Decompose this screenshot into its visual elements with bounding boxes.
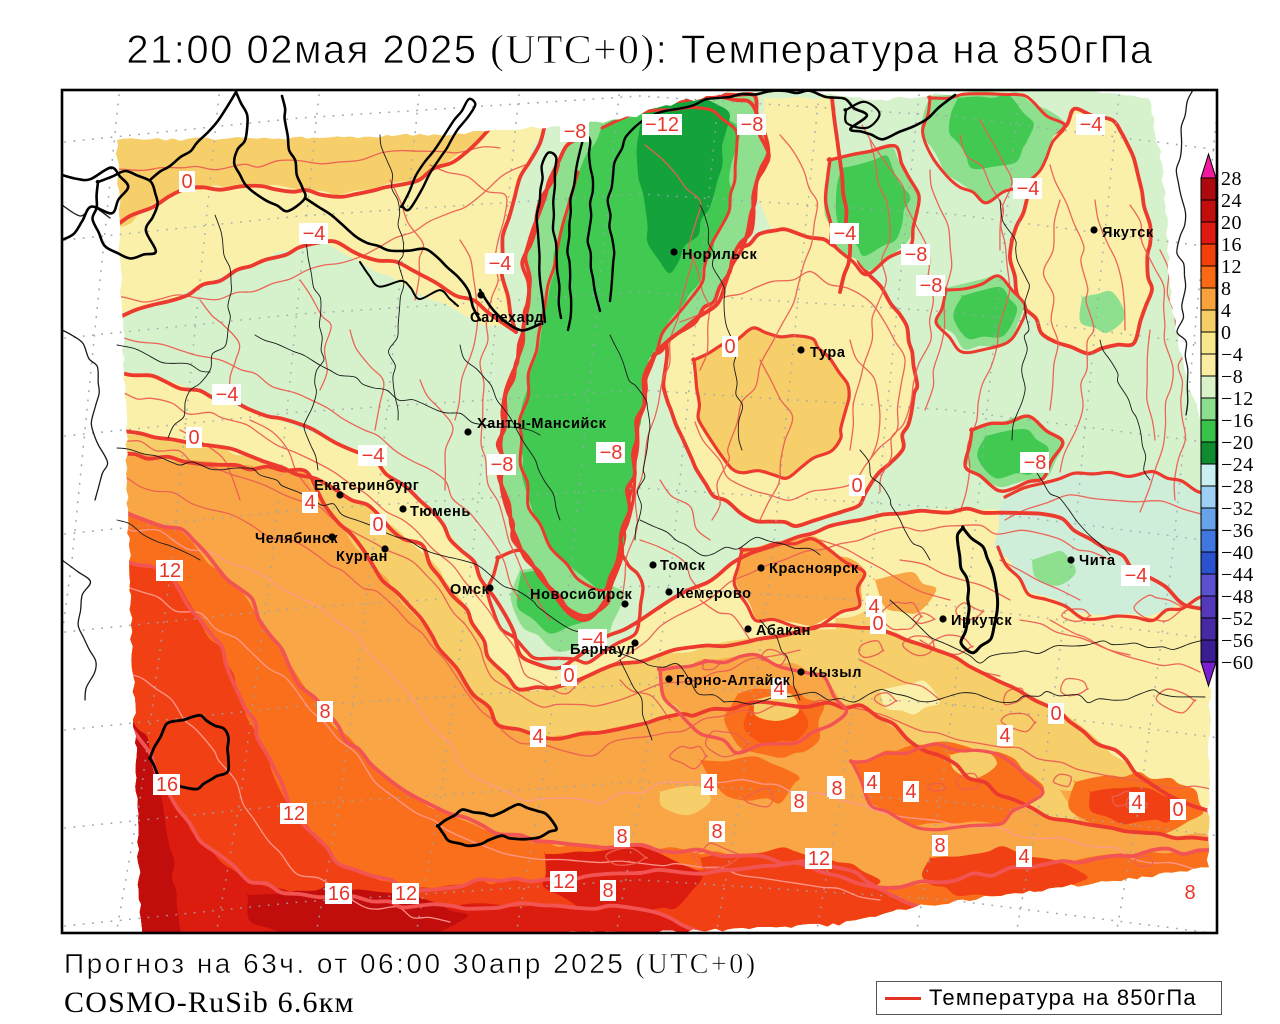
svg-text:16: 16 bbox=[1221, 234, 1242, 256]
svg-text:12: 12 bbox=[553, 871, 575, 893]
svg-text:0: 0 bbox=[372, 514, 383, 536]
svg-text:0: 0 bbox=[188, 427, 199, 449]
svg-text:0: 0 bbox=[1221, 322, 1232, 344]
svg-text:0: 0 bbox=[181, 171, 192, 193]
svg-text:−4: −4 bbox=[1017, 178, 1040, 200]
svg-text:−24: −24 bbox=[1221, 454, 1254, 476]
svg-text:4: 4 bbox=[773, 678, 784, 700]
svg-text:0: 0 bbox=[724, 336, 735, 358]
svg-text:Салехард: Салехард bbox=[470, 310, 544, 326]
svg-text:28: 28 bbox=[1221, 168, 1242, 190]
svg-text:4: 4 bbox=[868, 596, 879, 618]
svg-text:Томск: Томск bbox=[660, 558, 706, 574]
svg-text:−56: −56 bbox=[1221, 630, 1254, 652]
svg-text:Красноярск: Красноярск bbox=[769, 561, 859, 577]
svg-text:4: 4 bbox=[703, 774, 714, 796]
svg-text:8: 8 bbox=[1184, 882, 1195, 904]
svg-text:−60: −60 bbox=[1221, 652, 1254, 674]
svg-text:−36: −36 bbox=[1221, 520, 1254, 542]
svg-text:−4: −4 bbox=[489, 253, 512, 275]
svg-text:−4: −4 bbox=[362, 445, 385, 467]
svg-text:−8: −8 bbox=[491, 454, 514, 476]
svg-text:Абакан: Абакан bbox=[756, 623, 811, 639]
svg-text:12: 12 bbox=[1221, 256, 1242, 278]
svg-text:4: 4 bbox=[866, 772, 877, 794]
svg-text:8: 8 bbox=[793, 791, 804, 813]
svg-text:12: 12 bbox=[159, 560, 181, 582]
svg-text:4: 4 bbox=[1018, 846, 1029, 868]
svg-text:−8: −8 bbox=[905, 244, 928, 266]
svg-text:8: 8 bbox=[602, 880, 613, 902]
svg-text:8: 8 bbox=[1221, 278, 1232, 300]
svg-text:−28: −28 bbox=[1221, 476, 1254, 498]
svg-text:4: 4 bbox=[1221, 300, 1232, 322]
svg-text:Ханты-Мансийск: Ханты-Мансийск bbox=[477, 416, 607, 432]
svg-text:0: 0 bbox=[872, 613, 883, 635]
svg-text:−16: −16 bbox=[1221, 410, 1254, 432]
svg-text:−8: −8 bbox=[920, 275, 943, 297]
svg-text:4: 4 bbox=[532, 726, 543, 748]
svg-text:−48: −48 bbox=[1221, 586, 1254, 608]
svg-text:Новосибирск: Новосибирск bbox=[530, 587, 632, 603]
svg-text:Тюмень: Тюмень bbox=[410, 504, 471, 520]
svg-text:Курган: Курган bbox=[336, 549, 388, 565]
svg-text:Екатеринбург: Екатеринбург bbox=[314, 478, 419, 494]
svg-text:Горно-Алтайск: Горно-Алтайск bbox=[676, 673, 791, 689]
svg-text:4: 4 bbox=[304, 492, 315, 514]
svg-text:−8: −8 bbox=[741, 114, 764, 136]
svg-text:0: 0 bbox=[1050, 703, 1061, 725]
svg-text:4: 4 bbox=[999, 725, 1010, 747]
svg-text:Барнаул: Барнаул bbox=[570, 642, 635, 658]
svg-text:−8: −8 bbox=[1024, 452, 1047, 474]
svg-text:0: 0 bbox=[851, 475, 862, 497]
svg-text:Иркутск: Иркутск bbox=[951, 613, 1012, 629]
svg-text:−52: −52 bbox=[1221, 608, 1254, 630]
svg-text:0: 0 bbox=[1172, 799, 1183, 821]
svg-text:16: 16 bbox=[328, 883, 350, 905]
svg-text:12: 12 bbox=[283, 803, 305, 825]
svg-text:8: 8 bbox=[934, 835, 945, 857]
svg-text:12: 12 bbox=[395, 883, 417, 905]
svg-text:−12: −12 bbox=[645, 114, 679, 136]
svg-text:−4: −4 bbox=[216, 384, 239, 406]
svg-text:8: 8 bbox=[319, 701, 330, 723]
svg-text:Кызыл: Кызыл bbox=[809, 665, 862, 681]
svg-text:−4: −4 bbox=[582, 629, 605, 651]
svg-text:4: 4 bbox=[905, 781, 916, 803]
svg-text:Омск: Омск bbox=[450, 582, 490, 598]
svg-text:Якутск: Якутск bbox=[1102, 225, 1154, 241]
svg-text:−44: −44 bbox=[1221, 564, 1254, 586]
svg-text:20: 20 bbox=[1221, 212, 1242, 234]
svg-text:4: 4 bbox=[1131, 792, 1142, 814]
svg-text:−20: −20 bbox=[1221, 432, 1254, 454]
svg-text:−12: −12 bbox=[1221, 388, 1254, 410]
svg-text:−8: −8 bbox=[600, 442, 623, 464]
svg-text:24: 24 bbox=[1221, 190, 1242, 212]
svg-text:−32: −32 bbox=[1221, 498, 1254, 520]
svg-text:Чита: Чита bbox=[1079, 553, 1116, 569]
svg-text:−4: −4 bbox=[303, 223, 326, 245]
svg-text:16: 16 bbox=[156, 774, 178, 796]
svg-text:Норильск: Норильск bbox=[682, 247, 757, 263]
svg-text:−4: −4 bbox=[1080, 114, 1103, 136]
svg-text:Тура: Тура bbox=[810, 345, 846, 361]
svg-text:12: 12 bbox=[808, 848, 830, 870]
svg-text:0: 0 bbox=[563, 665, 574, 687]
svg-text:8: 8 bbox=[831, 778, 842, 800]
svg-text:−4: −4 bbox=[1125, 565, 1148, 587]
svg-text:8: 8 bbox=[616, 826, 627, 848]
svg-text:Челябинск: Челябинск bbox=[255, 531, 338, 547]
svg-text:−40: −40 bbox=[1221, 542, 1254, 564]
svg-text:−8: −8 bbox=[564, 121, 587, 143]
svg-text:−4: −4 bbox=[1221, 344, 1243, 366]
svg-text:−8: −8 bbox=[1221, 366, 1243, 388]
svg-text:8: 8 bbox=[711, 821, 722, 843]
svg-text:Кемерово: Кемерово bbox=[676, 586, 752, 602]
svg-text:−4: −4 bbox=[834, 223, 857, 245]
